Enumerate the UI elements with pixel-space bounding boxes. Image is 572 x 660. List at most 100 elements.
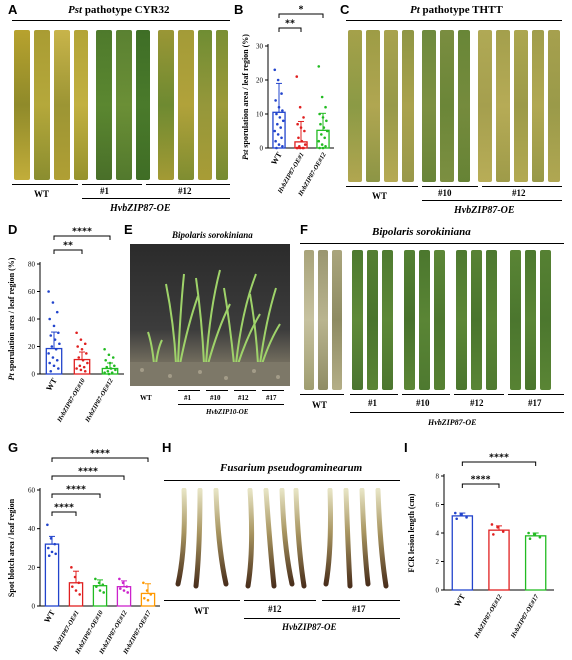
data-point [281,145,284,148]
data-point [78,593,81,596]
data-point [49,334,53,337]
data-point [277,105,281,109]
panel-f-g2-rule [402,394,450,395]
data-point [104,358,107,362]
data-point [58,342,61,346]
panel-f-g3-rule [454,394,504,395]
panel-e-g1-rule [178,390,200,391]
data-point [296,146,299,150]
significance-label: **** [72,227,92,238]
panel-f-g4-label: #17 [528,398,542,408]
data-point [113,364,116,368]
data-point [77,356,81,359]
y-axis-label: Pst sporulation area / leaf region (%) [241,34,250,160]
panel-c-wt-rule [346,186,418,187]
panel-a-g1-rule [82,184,142,185]
significance-label: * [299,5,304,16]
panel-e-wt-label: WT [140,394,152,402]
data-point [297,136,300,140]
data-point [108,361,112,365]
data-point [277,143,281,146]
panel-c-photo [346,30,562,182]
data-point [70,566,73,569]
y-tick-label: 80 [28,261,36,269]
data-point [57,367,60,370]
panel-i-label: I [404,440,408,455]
y-axis-label: Spot blotch area / leaf region [7,498,16,597]
data-point [145,589,149,592]
data-point [453,511,457,515]
y-tick-label: 0 [436,587,440,595]
data-point [324,145,327,148]
y-tick-label: 40 [28,525,36,533]
data-point [275,146,278,150]
data-point [323,136,326,140]
data-point [53,542,57,546]
data-point [48,317,51,321]
data-point [455,517,458,521]
data-point [321,116,325,119]
data-point [79,338,83,341]
panel-a-photo [12,30,230,180]
panel-c-g1-rule [422,186,478,187]
data-point [321,146,325,150]
data-point [47,290,50,293]
panel-e-group-label: HvbZIP10-OE [206,408,249,416]
panel-e-g3-rule [234,390,256,391]
panel-f-wt-rule [300,394,344,395]
y-axis-label: FCR lesion length (cm) [407,493,416,572]
data-point [54,347,58,351]
data-point [273,68,277,72]
panel-f-g4-rule [508,394,564,395]
data-point [71,585,74,588]
data-point [318,146,321,150]
bar [488,529,510,591]
data-point [75,331,78,335]
data-point [490,523,494,526]
panel-f-group-rule [350,412,564,413]
panel-h-g1-label: #12 [268,604,282,614]
data-point [78,364,82,368]
data-point [52,364,56,368]
significance-bracket [53,249,83,254]
data-point [121,581,125,585]
panel-a-wt-label: WT [34,189,50,199]
significance-bracket [278,27,302,32]
panel-c-wt-label: WT [372,191,388,201]
data-point [320,95,324,99]
data-point [86,361,89,365]
significance-label: ** [63,241,73,252]
data-point [110,371,114,374]
data-point [77,581,81,585]
data-point [281,109,284,112]
significance-label: **** [471,475,491,486]
panel-b-chart: 0 10 20 30 Pst sporulation area / leaf regio… [241,5,334,198]
data-point [111,356,115,359]
y-tick-label: 2 [436,558,440,566]
y-tick-label: 40 [28,316,36,324]
panel-a-label: A [8,2,18,17]
seedling-drawing [130,269,290,386]
data-point [109,367,113,370]
x-category-label: HvbZIP87-OE#17 [509,593,540,641]
y-tick-label: 6 [436,501,440,509]
panel-f-group-label: HvbZIP87-OE [428,418,477,427]
data-point [276,78,280,82]
data-point [280,136,283,140]
panel-f-g2-label: #10 [416,398,430,408]
data-point [73,575,77,579]
y-tick-label: 8 [436,473,440,481]
data-point [325,119,328,123]
data-point [75,367,78,370]
panel-h-group-rule [244,618,400,619]
panel-e-g3-label: #12 [238,394,249,402]
panel-h-wt-rule [164,600,240,601]
data-point [53,338,57,341]
bar [524,535,547,591]
bar [92,585,108,607]
data-point [49,537,53,540]
panel-c-group-label: HvbZIP87-OE [454,205,515,216]
data-point [80,347,84,351]
panel-a-g1-label: #1 [100,186,109,196]
